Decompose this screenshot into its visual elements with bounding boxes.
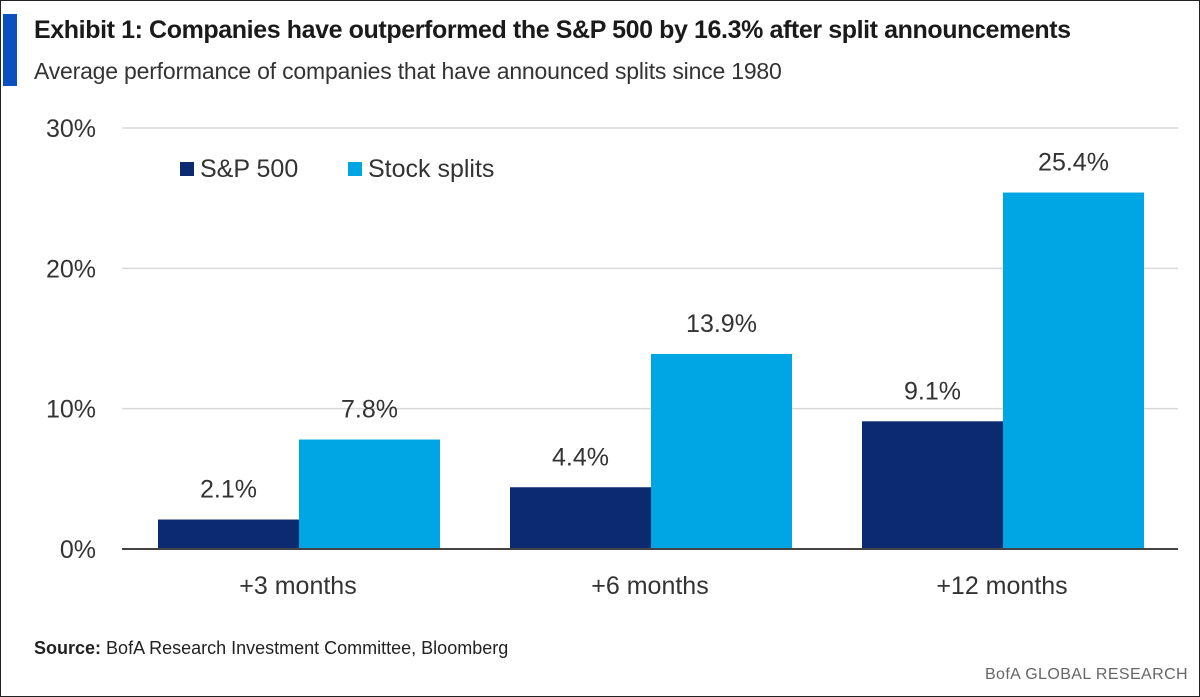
bar (862, 421, 1003, 549)
bar (299, 439, 440, 549)
accent-bar (3, 14, 17, 86)
y-tick-label: 10% (46, 396, 96, 424)
brand-footer: BofA GLOBAL RESEARCH (984, 666, 1188, 683)
x-tick-label: +3 months (239, 572, 356, 600)
bar (510, 487, 651, 549)
legend-label: Stock splits (368, 155, 494, 183)
bar (158, 519, 299, 549)
data-label: 13.9% (686, 310, 757, 338)
data-label: 9.1% (904, 377, 961, 405)
chart-title: Exhibit 1: Companies have outperformed t… (34, 16, 1071, 44)
source-label: Source: (34, 638, 102, 658)
legend-label: S&P 500 (200, 155, 298, 183)
legend-swatch (180, 162, 194, 176)
data-label: 4.4% (552, 443, 609, 471)
legend-swatch (348, 162, 362, 176)
bar (651, 353, 792, 549)
chart-subtitle: Average performance of companies that ha… (34, 58, 782, 84)
y-tick-label: 0% (60, 536, 96, 564)
data-label: 7.8% (341, 396, 398, 424)
x-tick-label: +12 months (936, 572, 1067, 600)
x-tick-label: +6 months (591, 572, 708, 600)
data-label: 25.4% (1038, 149, 1109, 177)
y-tick-label: 30% (46, 115, 96, 143)
data-label: 2.1% (200, 476, 257, 504)
y-tick-label: 20% (46, 255, 96, 283)
source-text: BofA Research Investment Committee, Bloo… (106, 638, 509, 658)
source-note: Source: BofA Research Investment Committ… (34, 638, 508, 659)
bar (1003, 192, 1144, 549)
